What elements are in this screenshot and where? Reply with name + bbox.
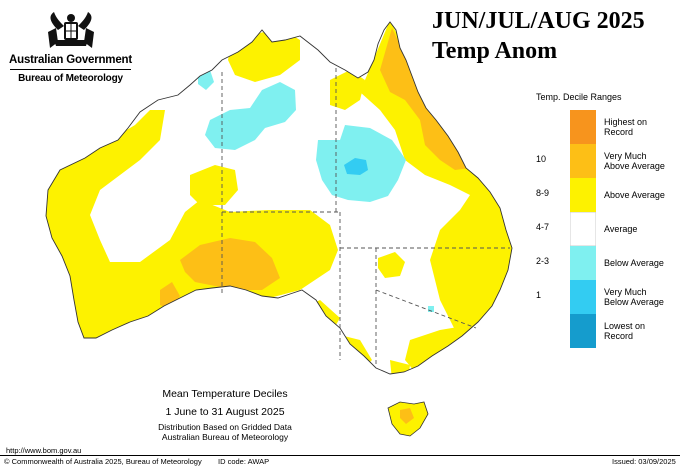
legend: Temp. Decile Ranges Highest on Record 10 Ve…: [530, 92, 670, 348]
legend-row: 2-3 Below Average: [530, 246, 670, 280]
legend-label-line-1: Very Much: [604, 287, 647, 297]
legend-swatch: [570, 212, 596, 246]
legend-label-line-1: Highest on: [604, 117, 648, 127]
legend-label-line-2: Below Average: [604, 297, 664, 307]
legend-row: Highest on Record: [530, 110, 670, 144]
legend-code: 1: [536, 290, 542, 300]
footer: © Commonwealth of Australia 2025, Bureau…: [0, 457, 680, 467]
legend-label-line-2: Above Average: [604, 161, 665, 171]
caption-line-1: Mean Temperature Deciles: [162, 388, 288, 400]
legend-code: 4-7: [536, 222, 550, 232]
government-name: Australian Government: [9, 54, 132, 66]
government-logo: Australian Government Bureau of Meteorol…: [8, 8, 133, 84]
bom-url[interactable]: http://www.bom.gov.au: [6, 446, 82, 455]
legend-swatch: [570, 178, 596, 212]
legend-label: Average: [604, 212, 674, 246]
legend-label-line-1: Very Much: [604, 151, 647, 161]
legend-label-line-2: Record: [604, 127, 634, 137]
caption-line-4: Australian Bureau of Meteorology: [161, 432, 289, 442]
caption-line-2: 1 June to 31 August 2025: [165, 406, 285, 418]
legend-row: 4-7 Average: [530, 212, 670, 246]
legend-row: 1 Very Much Below Average: [530, 280, 670, 314]
coat-of-arms-icon: [47, 12, 94, 48]
legend-swatch: [570, 246, 596, 280]
title-line-2: Temp Anom: [432, 38, 558, 64]
legend-swatch: [570, 110, 596, 144]
legend-label-line-1: Lowest on: [604, 321, 646, 331]
legend-code: 10: [536, 154, 547, 164]
legend-label-line-1: Below Average: [604, 258, 664, 268]
legend-label: Below Average: [604, 246, 674, 280]
legend-label-line-1: Average: [604, 224, 638, 234]
legend-label-line-1: Above Average: [604, 190, 665, 200]
legend-code: 2-3: [536, 256, 550, 266]
title-line-1: JUN/JUL/AUG 2025: [432, 8, 645, 34]
caption-line-3: Distribution Based on Gridded Data: [158, 422, 292, 432]
legend-label-line-2: Record: [604, 331, 634, 341]
id-code: ID code: AWAP: [218, 457, 270, 466]
logo-divider: [10, 69, 131, 70]
map-title: JUN/JUL/AUG 2025 Temp Anom: [432, 6, 645, 66]
footer-divider: [0, 455, 680, 456]
legend-label: Very Much Below Average: [604, 280, 674, 314]
bureau-name: Bureau of Meteorology: [18, 73, 123, 84]
legend-swatch: [570, 144, 596, 178]
legend-row: 8-9 Above Average: [530, 178, 670, 212]
legend-row: Lowest on Record: [530, 314, 670, 348]
map-caption: Mean Temperature Deciles 1 June to 31 Au…: [120, 388, 330, 442]
legend-label: Above Average: [604, 178, 674, 212]
legend-code: 8-9: [536, 188, 550, 198]
legend-title: Temp. Decile Ranges: [536, 92, 622, 102]
legend-swatch: [570, 280, 596, 314]
legend-swatch: [570, 314, 596, 348]
legend-row: 10 Very Much Above Average: [530, 144, 670, 178]
legend-label: Highest on Record: [604, 110, 674, 144]
legend-label: Lowest on Record: [604, 314, 674, 348]
copyright-text: © Commonwealth of Australia 2025, Bureau…: [4, 457, 202, 466]
legend-label: Very Much Above Average: [604, 144, 674, 178]
issued-date: Issued: 03/09/2025: [612, 457, 676, 466]
